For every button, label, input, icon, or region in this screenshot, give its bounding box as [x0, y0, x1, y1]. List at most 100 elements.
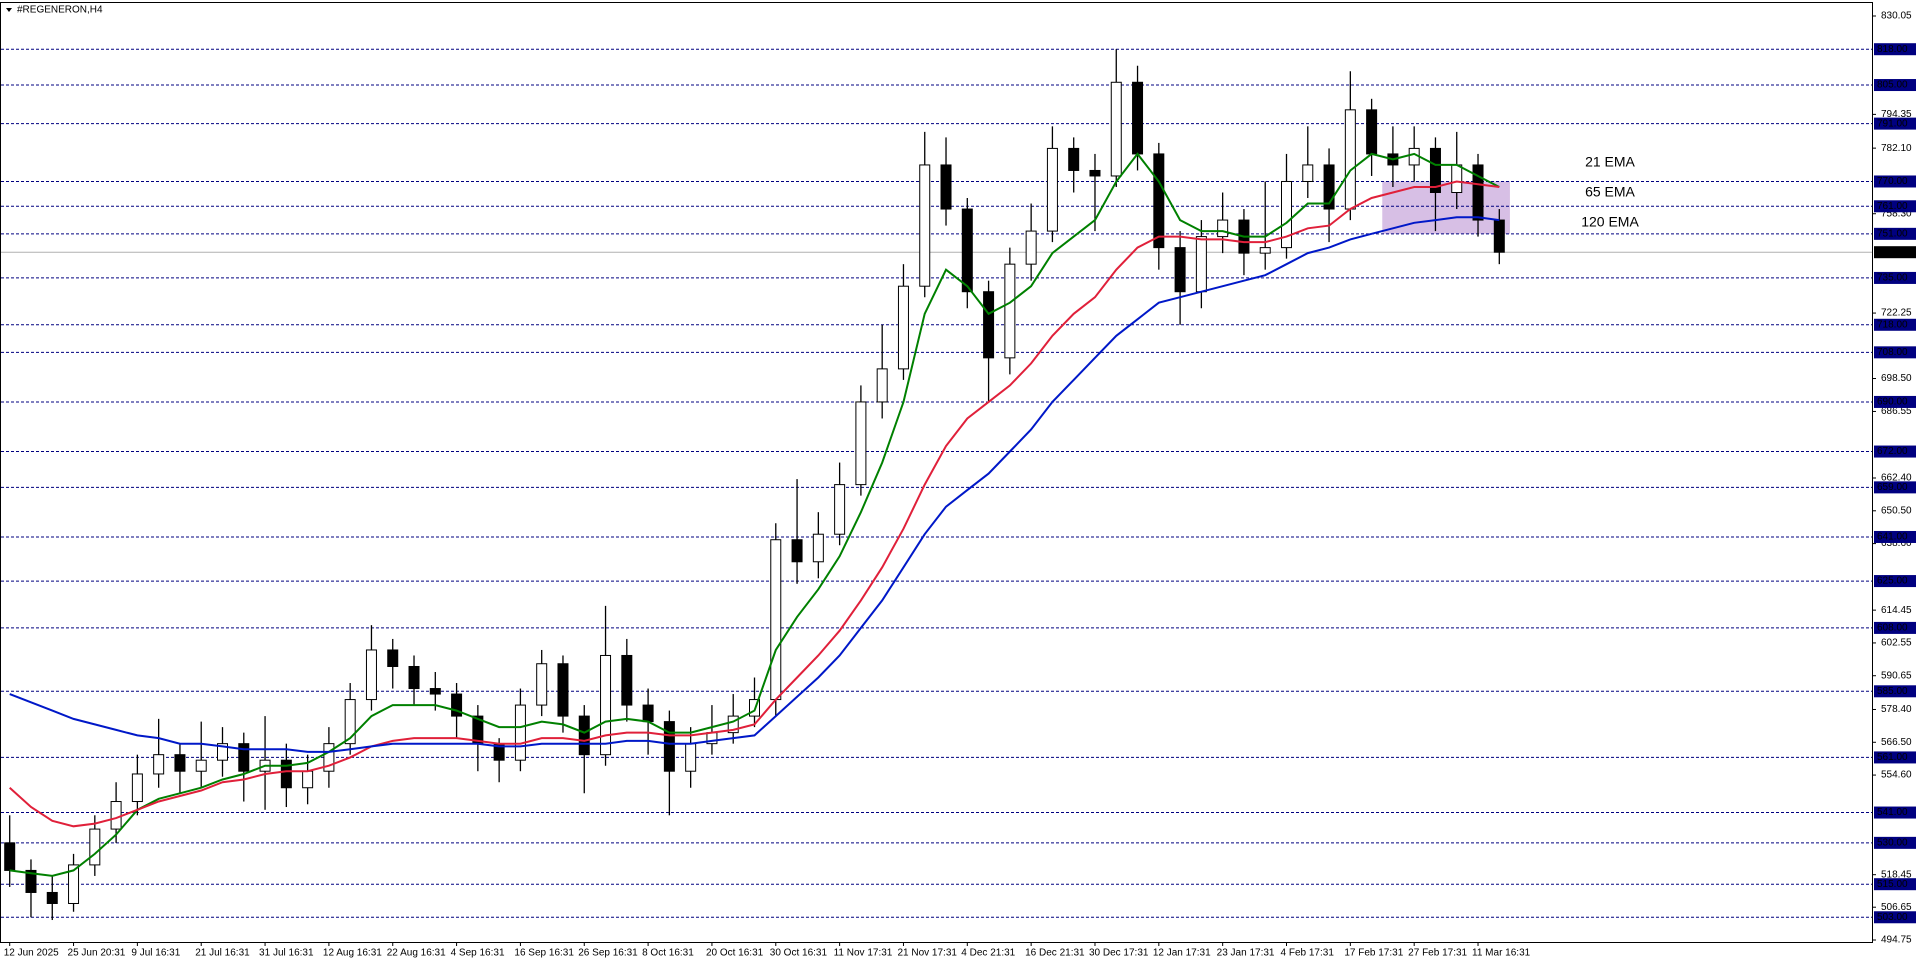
candle-body	[1344, 109, 1356, 210]
candle-body	[770, 539, 782, 701]
x-tick-label: 17 Feb 17:31	[1344, 948, 1403, 959]
candle-body	[110, 801, 122, 830]
candle-body	[68, 864, 80, 904]
level-label: 608.00	[1877, 623, 1908, 634]
level-label: 530.00	[1877, 838, 1908, 849]
candle-body	[600, 654, 612, 756]
ema-label: 21 EMA	[1585, 154, 1635, 170]
level-box	[1874, 878, 1916, 891]
level-box	[1874, 445, 1916, 458]
y-tick-label: 662.40	[1881, 473, 1912, 484]
candle-body	[1174, 247, 1186, 293]
level-box	[1874, 685, 1916, 698]
x-tick-label: 12 Aug 16:31	[323, 948, 382, 959]
x-tick-label: 22 Aug 16:31	[387, 948, 446, 959]
y-tick-label: 782.10	[1881, 143, 1912, 154]
x-tick-label: 30 Dec 17:31	[1089, 948, 1149, 959]
y-tick-label: 686.55	[1881, 406, 1912, 417]
candle-body	[302, 770, 314, 789]
candle-body	[855, 401, 867, 486]
menu-arrow[interactable]	[6, 8, 12, 12]
level-label: 708.00	[1877, 347, 1908, 358]
candle-body	[1493, 219, 1505, 253]
candle-body	[514, 704, 526, 761]
candle-body	[25, 869, 37, 893]
x-tick-label: 26 Sep 16:31	[578, 948, 638, 959]
level-box	[1874, 271, 1916, 284]
x-tick-label: 16 Sep 16:31	[514, 948, 574, 959]
y-tick-label: 554.60	[1881, 770, 1912, 781]
candle-body	[1046, 147, 1058, 232]
level-box	[1874, 346, 1916, 359]
candle-body	[1259, 247, 1271, 254]
y-tick-label: 830.05	[1881, 11, 1912, 22]
candle-body	[238, 743, 250, 772]
level-box	[1874, 806, 1916, 819]
y-tick-label: 614.45	[1881, 605, 1912, 616]
candle-body	[578, 715, 590, 756]
x-tick-label: 21 Jul 16:31	[195, 948, 250, 959]
candle-body	[897, 285, 909, 370]
candle-body	[89, 828, 101, 866]
level-box	[1874, 79, 1916, 92]
y-tick-label: 494.75	[1881, 935, 1912, 946]
level-label: 761.00	[1877, 201, 1908, 212]
level-label: 791.00	[1877, 118, 1908, 129]
level-label: 770.00	[1877, 176, 1908, 187]
candle-body	[1195, 236, 1207, 293]
x-tick-label: 27 Feb 17:31	[1408, 948, 1467, 959]
candle-body	[1472, 164, 1484, 221]
chart-title: #REGENERON,H4	[17, 5, 103, 16]
level-label: 585.00	[1877, 686, 1908, 697]
candle-body	[195, 759, 207, 772]
candle-body	[1025, 230, 1037, 265]
x-tick-label: 21 Nov 17:31	[897, 948, 957, 959]
x-tick-label: 9 Jul 16:31	[131, 948, 180, 959]
candle-body	[1451, 164, 1463, 194]
level-label: 805.00	[1877, 80, 1908, 91]
x-tick-label: 20 Oct 16:31	[706, 948, 764, 959]
candle-body	[1153, 153, 1165, 249]
candle-body	[365, 649, 377, 701]
level-label: 541.00	[1877, 807, 1908, 818]
candle-body	[727, 715, 739, 734]
y-tick-label: 794.35	[1881, 109, 1912, 120]
candle-body	[685, 743, 697, 772]
level-box	[1874, 575, 1916, 588]
x-tick-label: 4 Feb 17:31	[1281, 948, 1335, 959]
x-tick-label: 8 Oct 16:31	[642, 948, 694, 959]
x-tick-label: 30 Oct 16:31	[770, 948, 828, 959]
y-tick-label: 698.50	[1881, 373, 1912, 384]
candle-body	[1366, 109, 1378, 155]
y-tick-label: 518.45	[1881, 869, 1912, 880]
candle-body	[1429, 147, 1441, 194]
level-label: 672.00	[1877, 446, 1908, 457]
candle-body	[791, 539, 803, 563]
y-tick-label: 722.25	[1881, 308, 1912, 319]
y-tick-label: 590.65	[1881, 670, 1912, 681]
candle-body	[1089, 169, 1101, 177]
candle-body	[536, 663, 548, 706]
level-label: 659.00	[1877, 482, 1908, 493]
x-tick-label: 12 Jan 17:31	[1153, 948, 1211, 959]
candle-body	[961, 208, 973, 293]
candle-body	[1217, 219, 1229, 238]
level-box	[1874, 751, 1916, 764]
y-tick-label: 566.50	[1881, 737, 1912, 748]
candle-body	[940, 164, 952, 210]
candle-body	[153, 754, 165, 775]
level-box	[1874, 200, 1916, 213]
candle-body	[174, 754, 186, 772]
candle-body	[1323, 164, 1335, 210]
candle-body	[323, 743, 335, 772]
level-label: 561.00	[1877, 752, 1908, 763]
x-tick-label: 25 Jun 20:31	[68, 948, 126, 959]
candle-body	[621, 654, 633, 706]
candle-body	[876, 368, 888, 403]
candle-body	[834, 484, 846, 535]
level-box	[1874, 43, 1916, 56]
level-box	[1874, 318, 1916, 331]
candle-body	[919, 164, 931, 287]
